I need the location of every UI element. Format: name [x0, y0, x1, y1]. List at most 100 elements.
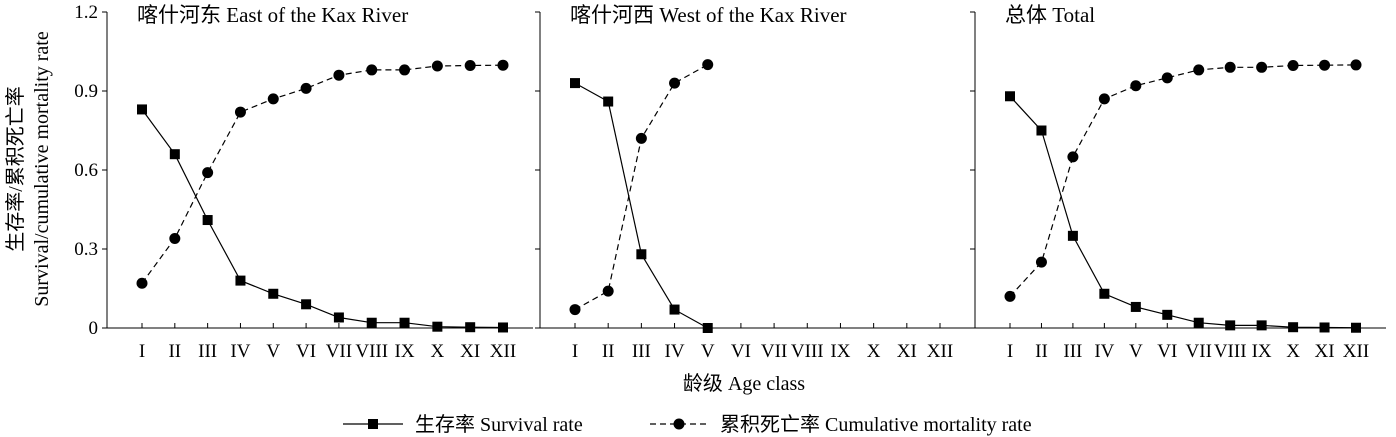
x-tick-label: X [1286, 341, 1300, 362]
legend-label-survival: 生存率 Survival rate [415, 413, 583, 436]
survival-series-point [1225, 320, 1236, 331]
survival-series-point [1005, 91, 1015, 102]
survival-series-point [1193, 317, 1204, 328]
y-tick-label: 0.9 [74, 81, 98, 102]
survival-series-point [1256, 320, 1267, 331]
mortality-series-line [141, 64, 504, 284]
chart-panel-1: 00.30.60.91.2I II III IV V VI VII VIII IX X XI XII喀… [74, 2, 533, 362]
x-tick-label: XII [927, 341, 953, 362]
legend-marker-mortality [673, 418, 685, 430]
mortality-series-point [300, 82, 312, 94]
y-axis-label: 生存率/累积死亡率 Survival/cumulative mortality … [4, 31, 53, 307]
x-tick-label: XII [1343, 341, 1369, 362]
x-tick-label: VII [761, 341, 787, 362]
panel-title: 总体 Total [1005, 3, 1095, 27]
x-tick-label: VI [296, 341, 316, 362]
x-tick-label: II [1035, 341, 1048, 362]
x-tick-label: I [139, 341, 145, 362]
mortality-series-point [602, 285, 614, 297]
mortality-series-point [136, 277, 148, 289]
mortality-series-point [635, 132, 647, 144]
x-tick-label: III [1063, 341, 1082, 362]
x-tick-label: VIII [1214, 341, 1247, 362]
x-tick-label: VI [731, 341, 751, 362]
x-tick-label: VII [1186, 341, 1212, 362]
survival-series-point [137, 104, 147, 115]
x-tick-label: VIII [355, 341, 388, 362]
mortality-series-line [1009, 64, 1357, 297]
survival-series-point [498, 322, 508, 333]
mortality-series-point [1256, 61, 1268, 73]
mortality-series-point [1193, 64, 1205, 76]
survival-series-line [1009, 95, 1357, 329]
mortality-series-point [169, 232, 181, 244]
mortality-series-point [431, 60, 443, 72]
mortality-series-point [1067, 151, 1079, 163]
survival-series-point [1130, 301, 1141, 312]
x-tick-label: III [632, 341, 651, 362]
x-tick-label: V [701, 341, 715, 362]
chart-panels: 00.30.60.91.2I II III IV V VI VII VIII IX X XI XII喀… [74, 2, 1386, 362]
x-tick-label: V [1129, 341, 1143, 362]
survival-series-point [301, 299, 312, 310]
x-tick-label: XI [1315, 341, 1335, 362]
x-tick-label: XI [460, 341, 480, 362]
y-tick-label: 1.2 [74, 2, 98, 23]
survival-series-point [432, 321, 443, 332]
x-tick-label: IV [1094, 341, 1114, 362]
survival-series-point [570, 78, 580, 89]
mortality-series-line [574, 64, 708, 311]
survival-series-point [1288, 322, 1299, 333]
x-tick-label: II [168, 341, 181, 362]
mortality-series-point [1035, 256, 1047, 268]
mortality-series-point [1130, 80, 1142, 92]
x-tick-label: VII [326, 341, 352, 362]
mortality-series-point [702, 59, 714, 71]
legend-label-mortality: 累积死亡率 Cumulative mortality rate [720, 413, 1032, 436]
survival-series-point [202, 215, 213, 226]
x-tick-label: III [198, 341, 217, 362]
mortality-series-point [1287, 59, 1299, 71]
survival-series-line [141, 109, 504, 329]
x-tick-label: VI [1157, 341, 1177, 362]
panel-title: 喀什河西 West of the Kax River [570, 3, 847, 27]
x-tick-label: X [430, 341, 444, 362]
x-tick-label: II [602, 341, 615, 362]
survival-series-point [603, 96, 614, 107]
mortality-series-point [399, 64, 411, 76]
x-tick-label: VIII [791, 341, 824, 362]
survival-series-point [1067, 230, 1078, 241]
mortality-series-point [1004, 290, 1016, 302]
x-tick-label: I [1007, 341, 1013, 362]
mortality-series-point [1098, 93, 1110, 105]
mortality-series-point [1319, 59, 1331, 71]
survival-series-point [1351, 322, 1361, 333]
survival-series-point [399, 317, 410, 328]
mortality-series-point [234, 106, 246, 118]
y-tick-label: 0.6 [74, 160, 98, 181]
survival-series-point [1099, 288, 1110, 299]
survival-series-point [1036, 125, 1047, 136]
survival-series-point [1162, 309, 1173, 320]
mortality-series-point [669, 77, 681, 89]
x-tick-label: IV [665, 341, 685, 362]
x-tick-label: XI [897, 341, 917, 362]
x-tick-label: X [867, 341, 881, 362]
mortality-series-point [497, 59, 509, 71]
mortality-series-point [464, 59, 476, 71]
survival-series-point [1319, 322, 1330, 333]
x-tick-label: IX [395, 341, 415, 362]
x-tick-label: IX [1252, 341, 1272, 362]
mortality-series-point [1350, 59, 1362, 71]
x-axis-label: 龄级 Age class [683, 372, 805, 395]
panel-title: 喀什河东 East of the Kax River [137, 3, 408, 27]
x-tick-label: XII [490, 341, 516, 362]
survival-series-point [465, 322, 476, 333]
survival-series-point [169, 149, 180, 160]
x-tick-label: V [266, 341, 280, 362]
survival-series-point [702, 323, 713, 333]
x-tick-label: IV [230, 341, 250, 362]
